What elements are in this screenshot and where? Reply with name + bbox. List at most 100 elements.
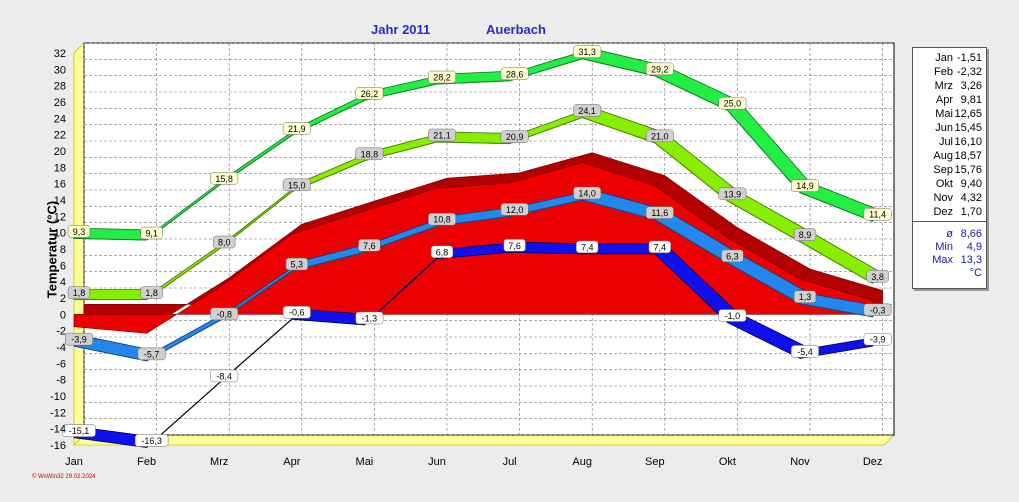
legend-row-feb: Feb -2,32 (934, 66, 982, 78)
data-label-0-2: 15,8 (210, 172, 239, 185)
software-credit: © WsWin32 29.02.2024 (32, 474, 96, 480)
mean-area-edge (509, 172, 520, 184)
data-label-2-8: 11,6 (645, 206, 674, 219)
data-label-1-10: 8,9 (793, 228, 817, 241)
x-tick-label: Dez (863, 456, 883, 468)
data-label-text: 8,9 (799, 230, 812, 240)
data-label-text: 9,1 (145, 229, 158, 239)
legend-min: Min 4,9 (935, 241, 982, 253)
data-label-text: -8,4 (216, 371, 232, 381)
y-tick-label: 22 (54, 130, 66, 142)
y-axis-label: Temperatur (°C) (44, 200, 60, 299)
data-label-3-7: 7,4 (576, 240, 599, 254)
data-label-2-2: -0,8 (210, 307, 239, 321)
y-tick-label: -10 (50, 391, 66, 403)
data-label-text: -0,8 (216, 309, 232, 319)
data-label-2-3: 5,3 (285, 257, 308, 271)
data-label-1-6: 20,9 (500, 130, 529, 143)
data-label-text: -3,9 (71, 335, 87, 345)
y-tick-label: 14 (54, 195, 66, 207)
monthly-mean-legend: Jan -1,51 Feb -2,32 Mrz 3,26 Apr 9,81 Mai 12,… (912, 47, 987, 289)
data-label-3-0: -15,1 (62, 424, 96, 437)
data-label-text: 15,0 (288, 180, 306, 190)
x-tick-labels: Jan Feb Mrz Apr Mai Jun Jul Aug Sep Okt Nov Dez (65, 456, 882, 468)
data-label-text: 5,3 (291, 260, 304, 270)
data-label-3-9: -1,0 (718, 309, 747, 322)
data-label-1-9: 13,9 (718, 187, 747, 201)
data-label-text: 29,2 (651, 64, 669, 74)
data-label-2-7: 14,0 (573, 186, 602, 200)
mean-area-edge (799, 268, 811, 280)
data-label-text: 7,6 (363, 241, 376, 251)
data-label-text: 24,1 (578, 106, 596, 116)
data-label-text: 18,8 (361, 149, 379, 159)
y-tick-label: 4 (60, 277, 66, 289)
legend-row-dez: Dez 1,70 (933, 206, 982, 218)
x-tick-label: Jan (65, 456, 83, 468)
data-label-3-8: 7,4 (648, 240, 671, 254)
x-tick-label: Feb (137, 456, 156, 468)
data-label-1-4: 18,8 (355, 147, 384, 161)
data-label-text: 21,1 (433, 131, 451, 141)
data-label-0-7: 31,3 (573, 45, 602, 58)
data-label-text: 11,6 (651, 208, 668, 218)
data-label-2-4: 7,6 (358, 239, 381, 252)
mean-area-edge (146, 323, 157, 334)
data-label-3-5: 6,8 (430, 245, 454, 259)
series-0-front-edge (73, 58, 873, 241)
data-label-text: -1,0 (725, 311, 741, 321)
legend-divider (913, 221, 986, 222)
y-tick-label: 6 (60, 260, 66, 272)
data-label-1-2: 8,0 (213, 235, 236, 249)
data-label-1-5: 21,1 (428, 128, 456, 142)
data-label-1-8: 21,0 (645, 129, 674, 143)
y-tick-label: -8 (56, 375, 66, 387)
y-tick-label: 8 (60, 244, 66, 256)
legend-max: Max 13,3 (932, 254, 982, 266)
data-label-text: -5,4 (797, 347, 813, 357)
series-2-front-edge (73, 199, 873, 362)
data-label-text: -15,1 (69, 426, 90, 436)
data-label-text: 3,8 (871, 272, 884, 282)
data-label-0-5: 28,2 (428, 70, 456, 84)
y-tick-label: -4 (56, 342, 66, 354)
data-label-2-5: 10,8 (428, 212, 456, 226)
data-label-text: 7,4 (581, 242, 594, 252)
data-label-text: 8,0 (218, 238, 231, 248)
data-label-3-3: -0,6 (282, 305, 311, 319)
data-label-text: 14,0 (578, 189, 596, 199)
data-label-2-9: 6,3 (721, 249, 744, 263)
legend-row-apr: Apr 9,81 (935, 94, 982, 106)
data-label-1-11: 3,8 (866, 270, 889, 283)
mean-area-edge (291, 224, 303, 235)
mean-area-edge (727, 227, 738, 238)
data-label-3-2: -8,4 (210, 369, 239, 383)
legend-row-mai: Mai 12,65 (935, 108, 982, 120)
data-label-text: 26,2 (361, 89, 379, 99)
data-label-text: -5,7 (144, 349, 160, 359)
data-label-text: 14,9 (796, 181, 814, 191)
x-tick-label: Nov (790, 456, 810, 468)
data-label-text: -0,3 (870, 305, 886, 315)
data-label-text: 6,8 (436, 247, 449, 257)
mean-area-edge (654, 175, 666, 186)
legend-row-mrz: Mrz 3,26 (934, 80, 982, 92)
data-label-3-6: 7,6 (503, 239, 526, 252)
y-tick-label: 32 (54, 48, 66, 60)
floor-wall (73, 434, 895, 446)
data-label-text: 21,0 (651, 131, 669, 141)
data-label-text: -0,6 (289, 308, 305, 318)
left-wall (73, 42, 85, 446)
legend-row-sep: Sep 15,76 (933, 164, 982, 176)
y-tick-label: 20 (54, 146, 66, 158)
data-label-2-0: -3,9 (65, 332, 93, 346)
chart-year-title: Jahr 2011 (371, 22, 431, 37)
data-label-text: 7,6 (508, 241, 521, 251)
y-tick-label: 24 (54, 113, 66, 125)
y-tick-label: 28 (54, 81, 66, 93)
y-tick-labels: 32302826242220181614121086420-2-4-6-8-10… (50, 48, 66, 452)
y-tick-label: 10 (54, 228, 66, 240)
y-tick-label: 0 (60, 309, 66, 321)
data-label-text: 20,9 (506, 132, 524, 142)
x-tick-label: Aug (572, 456, 592, 468)
